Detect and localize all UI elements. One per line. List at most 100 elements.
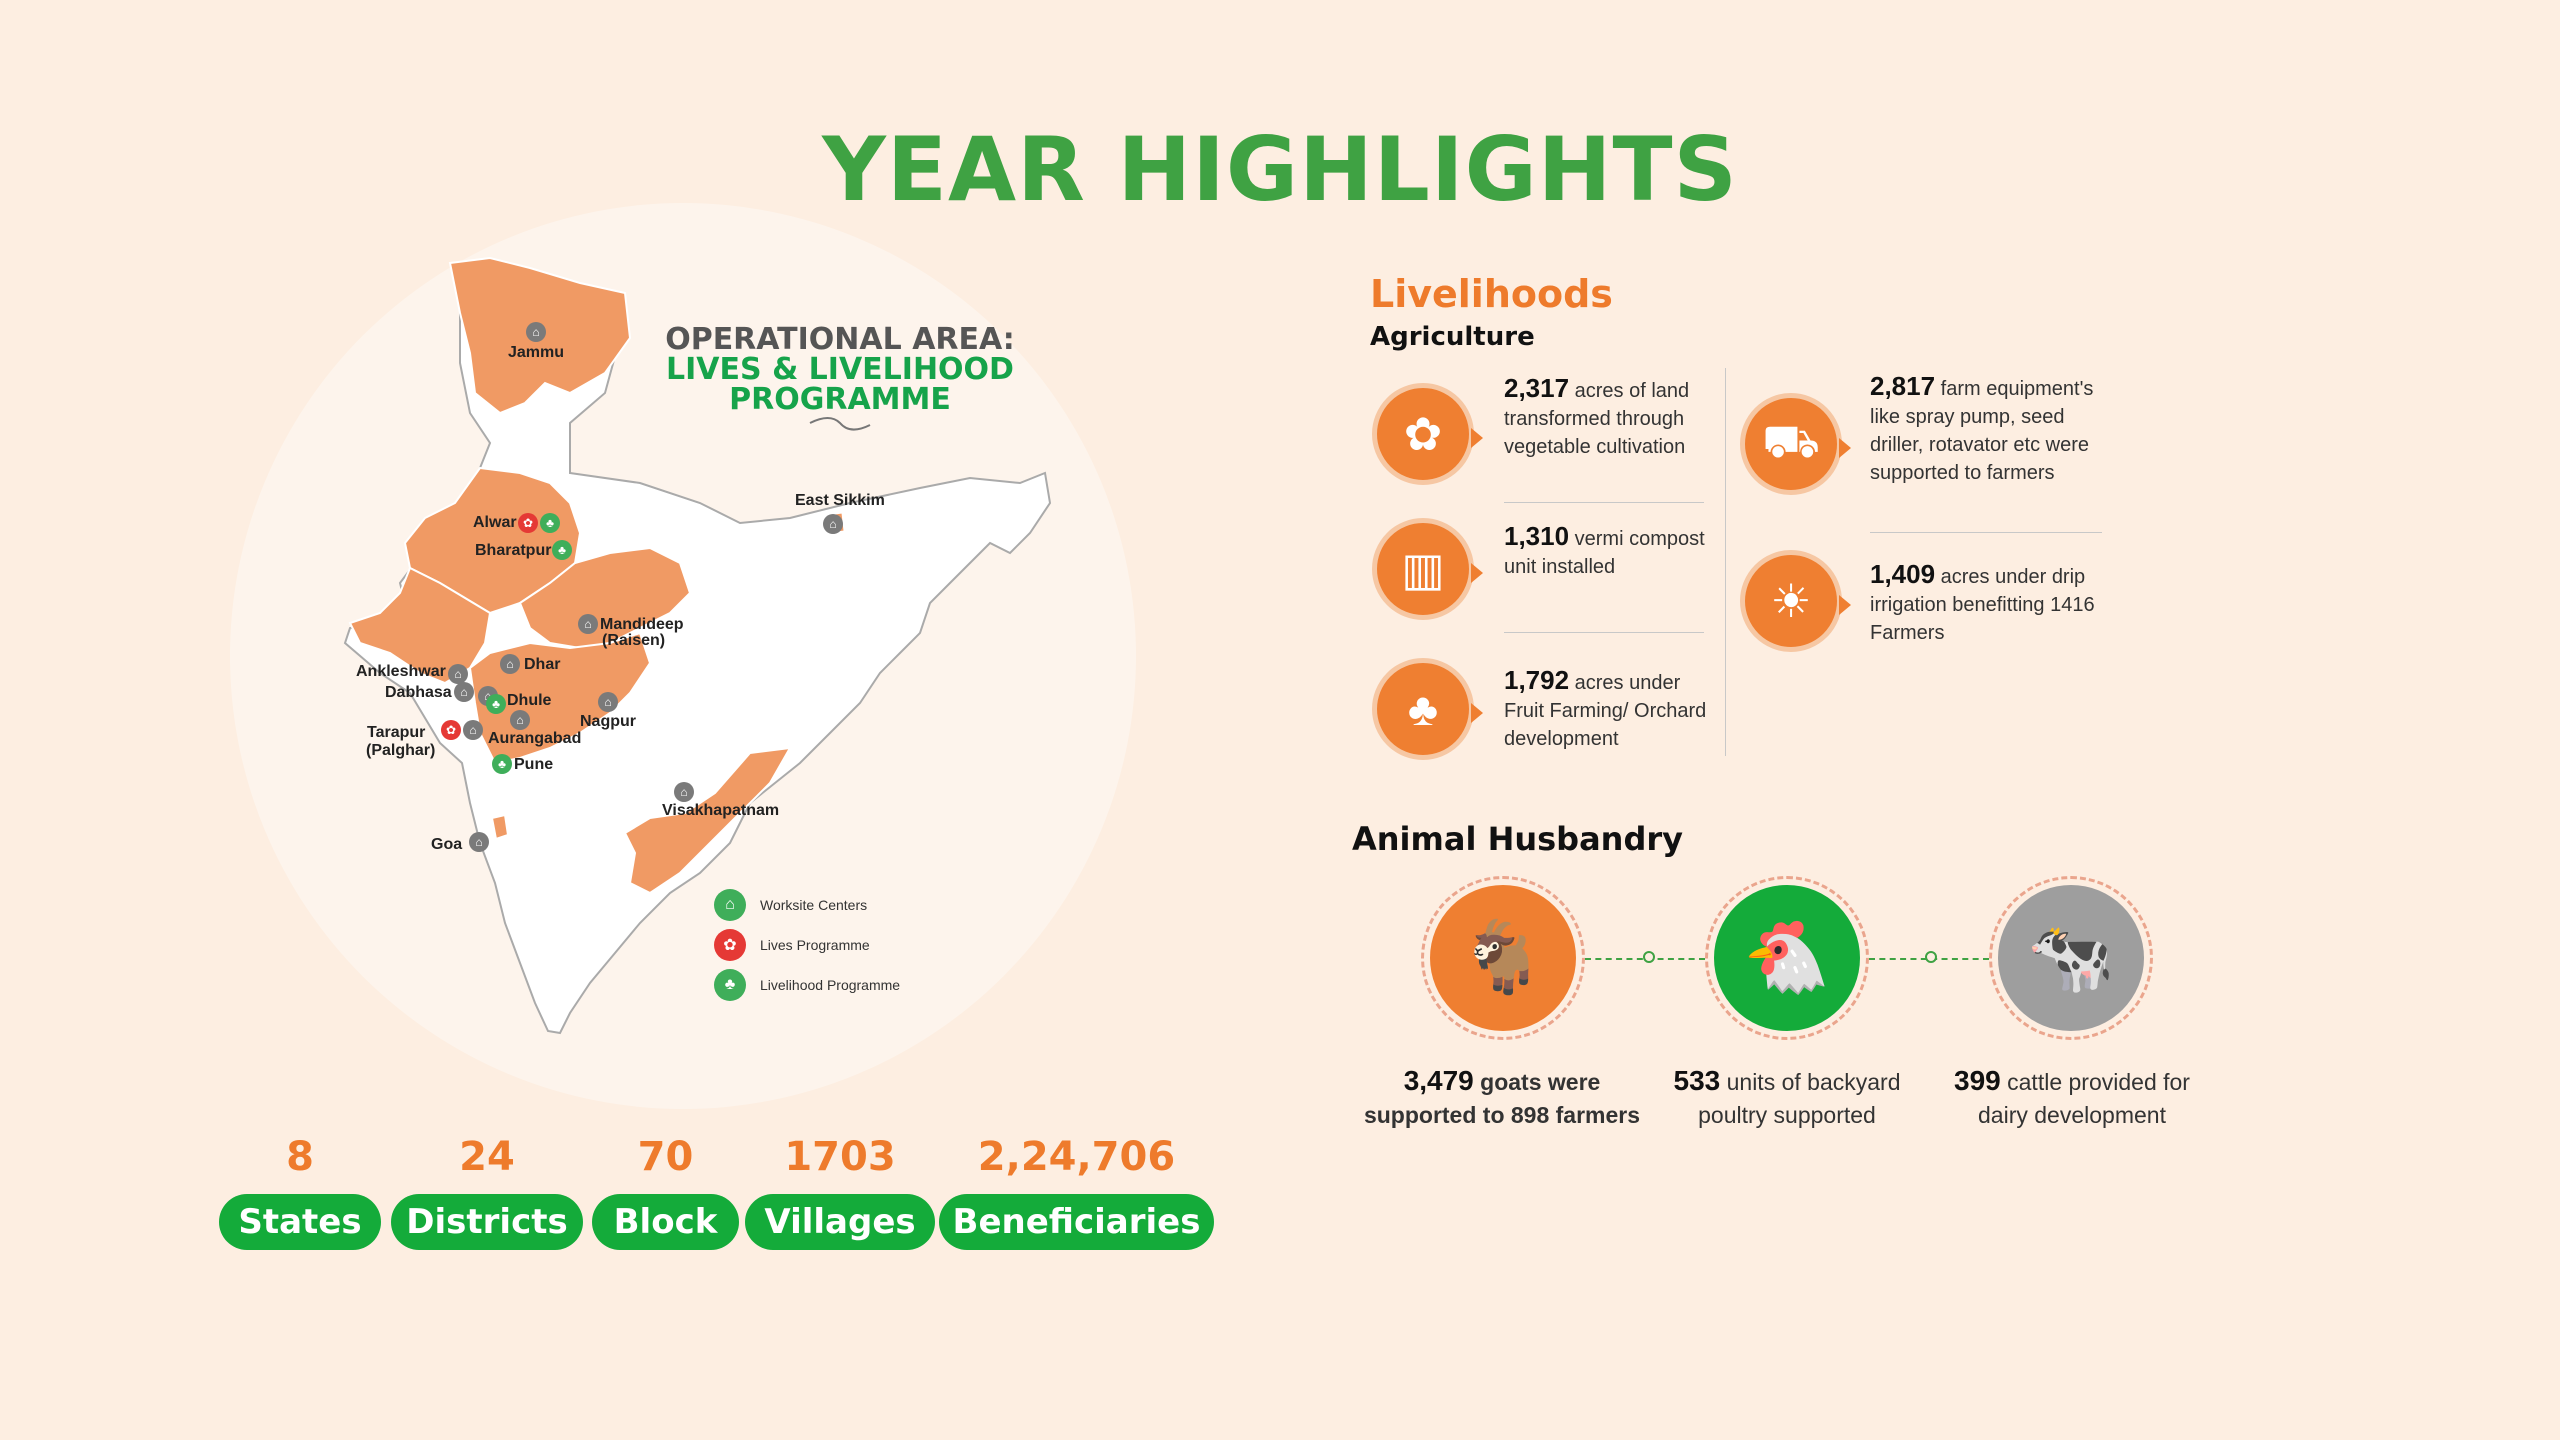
worksite-icon: ⌂: [674, 782, 694, 802]
tractor-icon: ⛟: [1740, 393, 1851, 495]
ah-desc: units of backyard poultry supported: [1698, 1069, 1901, 1128]
livelihood-icon: ♣: [486, 694, 506, 714]
label-visakhapatnam: Visakhapatnam: [662, 802, 780, 819]
label-alwar: Alwar: [473, 514, 517, 531]
stat-label: Villages: [745, 1194, 935, 1250]
agri-desc: acres of land transformed through vegeta…: [1504, 380, 1690, 458]
label-goa: Goa: [431, 836, 463, 853]
divider: [1870, 532, 2102, 533]
stat-block: 70 Block: [592, 1130, 739, 1250]
label-dhar: Dhar: [524, 656, 561, 673]
connector-node: [1643, 951, 1655, 963]
agri-item-vegetable: 2,317 acres of land transformed through …: [1504, 374, 1719, 461]
stat-value: 2,24,706: [977, 1134, 1176, 1180]
cattle-icon: 🐄: [1989, 876, 2153, 1040]
legend-lives-label: Lives Programme: [760, 937, 870, 953]
agri-item-orchard: 1,792 acres under Fruit Farming/ Orchard…: [1504, 666, 1719, 753]
worksite-icon: ⌂: [578, 614, 598, 634]
stat-value: 1703: [784, 1134, 896, 1180]
label-dhule: Dhule: [507, 692, 552, 709]
legend-worksite: ⌂ Worksite Centers: [714, 885, 900, 925]
livelihood-icon: ♣: [540, 513, 560, 533]
livelihood-icon: ♣: [714, 969, 746, 1001]
ah-value: 399: [1954, 1065, 2001, 1096]
legend-lives: ✿ Lives Programme: [714, 925, 900, 965]
agri-value: 1,792: [1504, 665, 1570, 695]
divider: [1504, 632, 1704, 633]
stat-states: 8 States: [219, 1130, 381, 1250]
stat-label: Beneficiaries: [939, 1194, 1214, 1250]
label-east-sikkim: East Sikkim: [795, 492, 885, 509]
agri-value: 1,310: [1504, 521, 1570, 551]
agri-desc: acres under drip irrigation benefitting …: [1870, 566, 2095, 644]
stat-value: 8: [286, 1134, 314, 1180]
divider-vertical: [1725, 368, 1726, 756]
agri-item-irrigation: 1,409 acres under drip irrigation benefi…: [1870, 560, 2120, 647]
map-heading: OPERATIONAL AREA: LIVES & LIVELIHOOD PRO…: [640, 325, 1040, 415]
ah-value: 3,479: [1403, 1065, 1474, 1096]
livelihoods-title: Livelihoods: [1370, 272, 1613, 316]
connector-node: [1925, 951, 1937, 963]
state-madhya-pradesh: [518, 546, 692, 650]
compost-icon: ▥: [1372, 518, 1483, 620]
ah-item-cattle: 399 cattle provided for dairy developmen…: [1932, 1064, 2212, 1132]
ah-item-goats: 3,479 goats were supported to 898 farmer…: [1352, 1064, 1652, 1132]
map-heading-line1: OPERATIONAL AREA:: [665, 322, 1015, 357]
agri-value: 2,817: [1870, 371, 1936, 401]
agri-value: 2,317: [1504, 373, 1570, 403]
label-dabhasa: Dabhasa: [385, 684, 452, 701]
stat-beneficiaries: 2,24,706 Beneficiaries: [939, 1130, 1214, 1250]
label-pune: Pune: [514, 756, 554, 773]
stat-value: 70: [637, 1134, 694, 1180]
agri-desc: farm equipment's like spray pump, seed d…: [1870, 378, 2094, 484]
page-title: YEAR HIGHLIGHTS: [822, 118, 1738, 221]
worksite-icon: ⌂: [598, 692, 618, 712]
stat-districts: 24 Districts: [391, 1130, 583, 1250]
animal-husbandry-title: Animal Husbandry: [1352, 820, 1683, 858]
state-goa: [490, 813, 510, 841]
agri-item-equipment: 2,817 farm equipment's like spray pump, …: [1870, 372, 2120, 487]
ah-item-poultry: 533 units of backyard poultry supported: [1657, 1064, 1917, 1132]
agri-desc: vermi compost unit installed: [1504, 528, 1705, 578]
agri-value: 1,409: [1870, 559, 1936, 589]
worksite-icon: ⌂: [454, 682, 474, 702]
irrigation-icon: ☀: [1740, 550, 1851, 652]
stat-label: Districts: [391, 1194, 583, 1250]
ah-value: 533: [1673, 1065, 1721, 1096]
label-tarapur: Tarapur: [367, 724, 426, 741]
state-gujarat: [348, 566, 492, 685]
livelihood-icon: ♣: [552, 540, 572, 560]
agri-desc: acres under Fruit Farming/ Orchard devel…: [1504, 672, 1707, 750]
label-bharatpur: Bharatpur: [475, 542, 552, 559]
legend-livelihood: ♣ Livelihood Programme: [714, 965, 900, 1005]
label-raisen: (Raisen): [602, 632, 666, 649]
poultry-icon: 🐔: [1705, 876, 1869, 1040]
worksite-icon: ⌂: [469, 832, 489, 852]
worksite-icon: ⌂: [500, 654, 520, 674]
agri-item-compost: 1,310 vermi compost unit installed: [1504, 522, 1719, 581]
stat-label: States: [219, 1194, 381, 1250]
tree-icon: ♣: [1372, 658, 1483, 760]
vegetable-icon: ✿: [1372, 383, 1483, 485]
label-mandideep: Mandideep: [600, 616, 684, 633]
goat-icon: 🐐: [1421, 876, 1585, 1040]
agriculture-subtitle: Agriculture: [1370, 322, 1535, 352]
worksite-icon: ⌂: [714, 889, 746, 921]
map-heading-line3: PROGRAMME: [729, 382, 951, 417]
label-aurangabad: Aurangabad: [488, 730, 582, 747]
label-ankleshwar: Ankleshwar: [356, 663, 446, 680]
legend-worksite-label: Worksite Centers: [760, 897, 868, 913]
worksite-icon: ⌂: [448, 664, 468, 684]
lives-icon: ✿: [518, 513, 538, 533]
ah-desc: cattle provided for dairy development: [1978, 1069, 2190, 1128]
worksite-icon: ⌂: [526, 322, 546, 342]
worksite-icon: ⌂: [823, 514, 843, 534]
state-rajasthan: [403, 466, 582, 615]
worksite-icon: ⌂: [510, 710, 530, 730]
map-heading-line2: LIVES & LIVELIHOOD: [666, 352, 1014, 387]
stat-label: Block: [592, 1194, 739, 1250]
state-andhra-pradesh: [623, 746, 792, 895]
stat-value: 24: [459, 1134, 515, 1180]
label-nagpur: Nagpur: [580, 713, 636, 730]
label-palghar: (Palghar): [366, 742, 436, 759]
